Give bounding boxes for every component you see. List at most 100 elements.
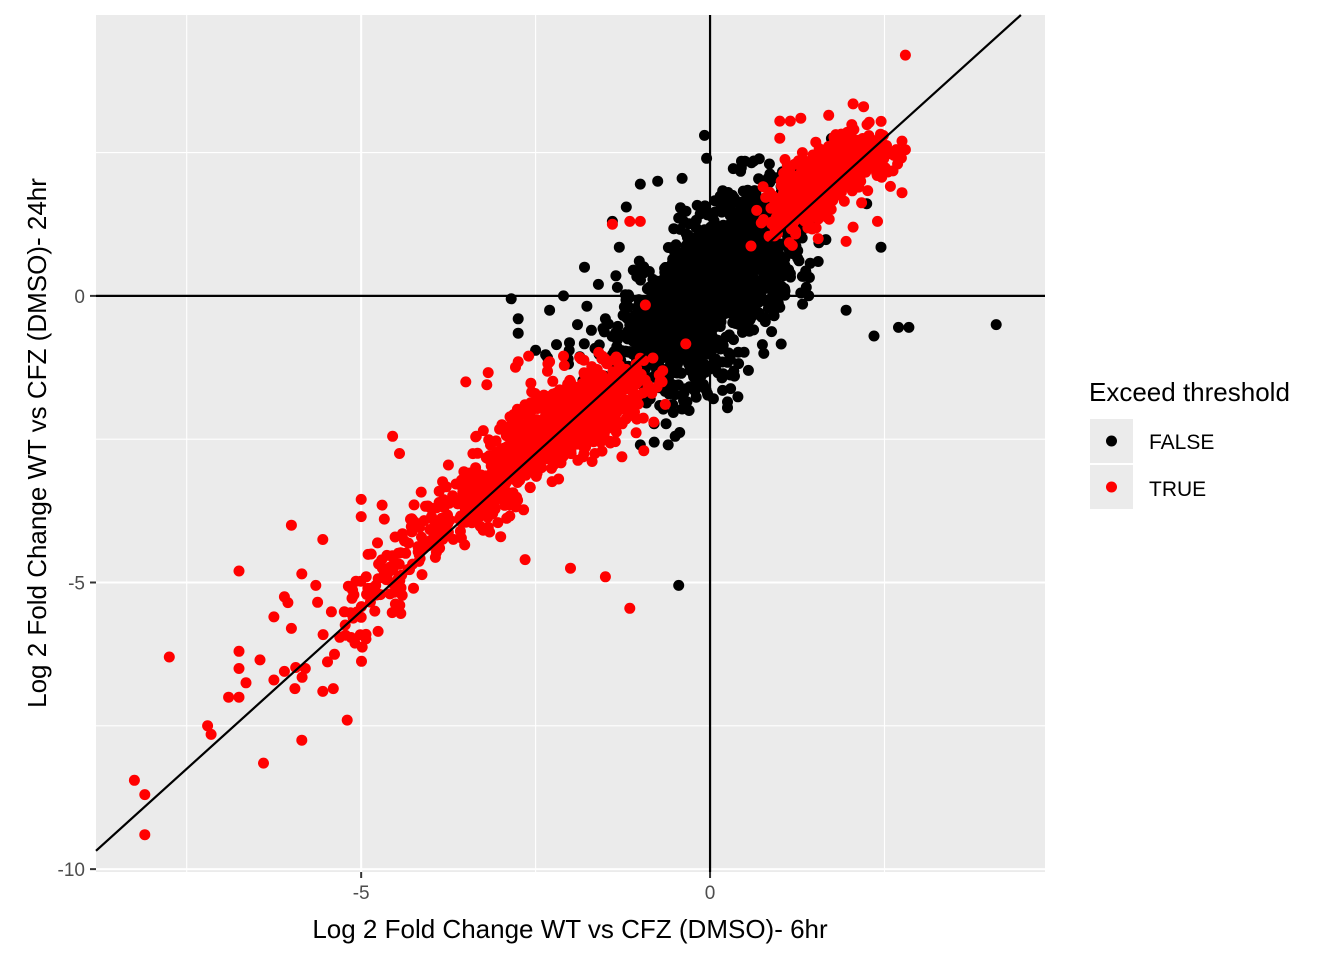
point-true: [240, 677, 252, 689]
point-true: [634, 215, 646, 227]
point-false: [623, 301, 635, 313]
point-true: [874, 144, 886, 156]
point-false: [800, 268, 812, 280]
point-true: [531, 414, 543, 426]
point-true: [233, 565, 245, 577]
point-true: [519, 554, 531, 566]
point-false: [662, 439, 674, 451]
point-false: [758, 347, 770, 359]
point-true: [500, 490, 512, 502]
point-true: [757, 181, 769, 193]
point-false: [606, 330, 618, 342]
point-false: [709, 195, 721, 207]
point-false: [683, 358, 695, 370]
point-false: [512, 313, 524, 325]
point-false: [733, 222, 745, 234]
point-false: [768, 310, 780, 322]
point-true: [495, 531, 507, 543]
point-true: [429, 551, 441, 563]
point-true: [356, 655, 367, 667]
point-true: [572, 411, 584, 423]
point-true: [541, 423, 553, 435]
point-true: [412, 546, 424, 558]
point-false: [611, 281, 623, 293]
point-true: [387, 430, 399, 442]
point-false: [673, 579, 685, 591]
point-false: [670, 239, 682, 251]
point-false: [703, 348, 714, 360]
point-true: [394, 448, 405, 459]
point-false: [893, 321, 904, 333]
point-true: [500, 430, 512, 442]
point-false: [706, 211, 718, 223]
point-true: [409, 517, 421, 529]
point-true: [631, 413, 643, 425]
point-false: [691, 199, 703, 211]
point-true: [524, 482, 536, 494]
point-true: [492, 517, 504, 529]
point-false: [732, 346, 744, 358]
point-true: [862, 185, 874, 197]
point-true: [795, 112, 807, 124]
point-true: [447, 490, 459, 502]
point-false: [678, 347, 690, 359]
point-true: [575, 353, 587, 365]
point-false: [743, 325, 755, 337]
point-true: [543, 446, 555, 458]
point-false: [745, 267, 757, 279]
point-true: [758, 214, 769, 225]
point-false: [651, 284, 663, 296]
point-true: [847, 98, 859, 110]
point-true: [329, 648, 340, 660]
point-true: [376, 499, 388, 511]
point-true: [369, 605, 381, 617]
point-true: [296, 568, 308, 580]
point-true: [139, 789, 151, 801]
point-true: [285, 622, 297, 634]
point-true: [786, 239, 798, 251]
point-true: [871, 156, 883, 168]
point-false: [730, 318, 742, 329]
point-true: [558, 360, 570, 371]
y-tick-label: -10: [58, 860, 85, 881]
point-false: [691, 316, 703, 328]
point-false: [572, 319, 583, 331]
point-true: [296, 671, 308, 683]
point-false: [668, 223, 680, 235]
point-true: [460, 376, 472, 388]
point-true: [638, 445, 650, 457]
point-true: [581, 435, 593, 447]
point-true: [659, 398, 671, 410]
point-true: [648, 416, 660, 428]
point-true: [808, 149, 820, 161]
point-true: [632, 398, 644, 410]
point-false: [990, 319, 1002, 331]
point-true: [139, 829, 151, 841]
point-true: [646, 385, 658, 397]
point-true: [561, 411, 573, 423]
point-false: [624, 316, 636, 328]
point-true: [223, 691, 235, 703]
point-true: [290, 662, 302, 673]
point-true: [547, 375, 559, 387]
point-false: [739, 313, 751, 325]
point-true: [895, 152, 907, 164]
point-true: [473, 482, 485, 494]
point-true: [796, 147, 808, 159]
point-true: [633, 374, 645, 385]
point-true: [596, 375, 608, 387]
point-true: [585, 419, 597, 430]
point-true: [202, 720, 214, 732]
point-false: [669, 430, 681, 442]
point-false: [711, 334, 723, 346]
point-false: [756, 339, 768, 351]
point-true: [847, 221, 859, 233]
point-false: [684, 277, 696, 289]
point-true: [268, 674, 280, 686]
point-true: [495, 466, 507, 478]
point-false: [812, 256, 824, 267]
point-true: [258, 757, 269, 769]
point-true: [880, 162, 891, 174]
point-true: [511, 418, 523, 430]
point-true: [434, 542, 446, 554]
